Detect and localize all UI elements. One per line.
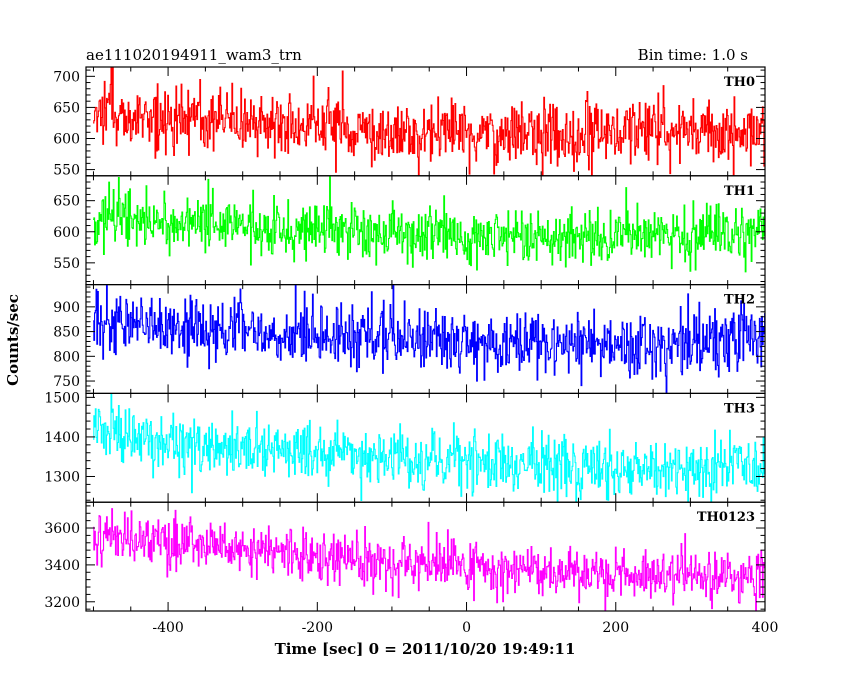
y-tick-label: 700: [53, 69, 80, 85]
panel-th0: 550 600 650 700 TH0: [53, 66, 766, 179]
y-tick-label: 750: [53, 374, 80, 390]
series-line-th2: [93, 284, 765, 394]
series-line-th3: [93, 393, 765, 503]
series-line-th1: [93, 175, 765, 273]
y-tick-label: 650: [53, 194, 80, 210]
panel-frame: [85, 501, 766, 612]
y-tick-label: 600: [53, 131, 80, 147]
panel-th3: 1300 1400 1500 TH3: [44, 390, 766, 503]
x-tick-label: 0: [462, 620, 471, 636]
panel-th0123: 3200 3400 3600 TH0123: [44, 501, 766, 612]
x-tick-label: -400: [152, 620, 183, 636]
bin-time-label: Bin time: 1.0 s: [638, 46, 748, 64]
y-tick-label: 650: [53, 100, 80, 116]
y-tick-label: 900: [53, 300, 80, 316]
y-tick-label: 3200: [44, 595, 80, 611]
series-line-th0: [93, 67, 765, 176]
y-tick-label: 800: [53, 349, 80, 365]
panel-label-th1: TH1: [724, 184, 755, 199]
x-tick-label: 200: [602, 620, 629, 636]
panel-label-th0: TH0: [724, 75, 755, 90]
y-tick-label: 1500: [44, 390, 80, 406]
y-tick-label: 550: [53, 163, 80, 179]
panel-label-th2: TH2: [724, 293, 755, 308]
y-tick-label: 600: [53, 225, 80, 241]
x-tick-label: -200: [302, 620, 333, 636]
y-tick-label: 1300: [44, 469, 80, 485]
panels: 550 600 650 700 TH0 550 600 650 TH1 750 800 850 900 T…: [44, 66, 766, 612]
y-tick-label: 3600: [44, 521, 80, 537]
panel-label-th0123: TH0123: [697, 510, 755, 525]
series-line-th0123: [93, 508, 765, 612]
chart-title: ae111020194911_wam3_trn: [86, 46, 302, 64]
x-axis: -400 -200 0 200 400: [152, 620, 778, 636]
y-tick-label: 850: [53, 325, 80, 341]
y-tick-label: 550: [53, 256, 80, 272]
panel-th1: 550 600 650 TH1: [53, 175, 766, 286]
y-tick-label: 1400: [44, 430, 80, 446]
panel-label-th3: TH3: [724, 401, 755, 416]
panel-th2: 750 800 850 900 TH2: [53, 284, 766, 395]
x-tick-label: 400: [752, 620, 779, 636]
y-axis-title: Counts/sec: [4, 294, 22, 386]
y-tick-label: 3400: [44, 558, 80, 574]
x-axis-title: Time [sec] 0 = 2011/10/20 19:49:11: [275, 640, 576, 658]
